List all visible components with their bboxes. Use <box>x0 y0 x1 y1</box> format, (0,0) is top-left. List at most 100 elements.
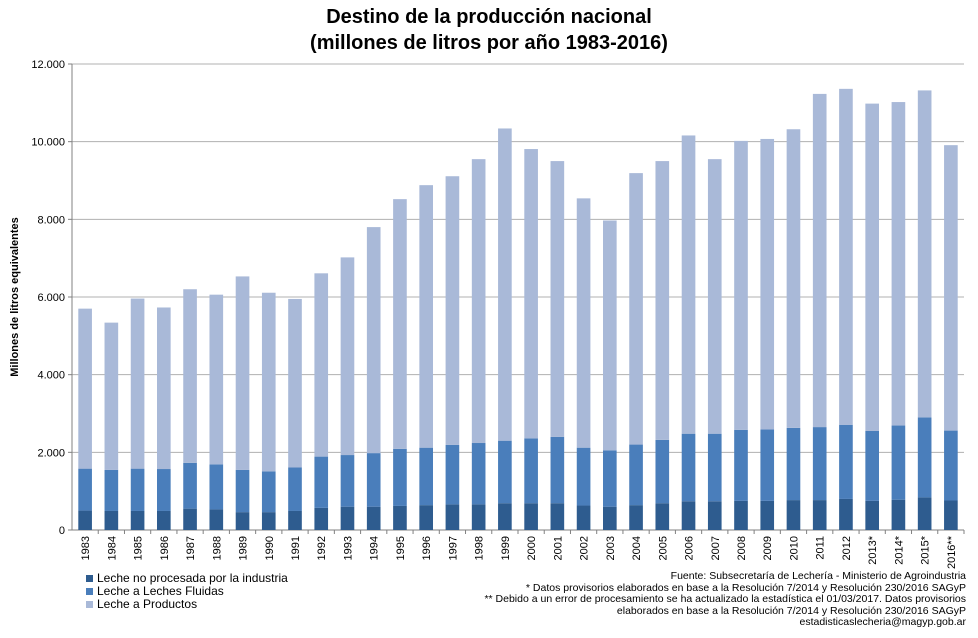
x-tick-label: 2014* <box>893 535 905 564</box>
note-provisional: * Datos provisorios elaborados en base a… <box>525 581 966 594</box>
bar-no-procesada <box>944 500 958 530</box>
bar-productos <box>655 161 670 440</box>
bar-productos <box>157 307 171 470</box>
bar-no-procesada <box>366 506 381 530</box>
source-notes: Fuente: Subsecretaría de Lechería - Mini… <box>446 570 967 629</box>
x-tick-label: 1987 <box>185 536 197 560</box>
x-tick-label: 2001 <box>552 536 564 560</box>
bar-productos <box>760 138 775 430</box>
bar-no-procesada <box>340 506 355 530</box>
bar-productos <box>78 308 92 469</box>
bar-leches-fluidas <box>839 424 853 499</box>
bar-productos <box>366 227 381 454</box>
bar-productos <box>393 199 407 449</box>
bar-productos <box>944 145 958 431</box>
bar-no-procesada <box>419 505 433 530</box>
bar-no-procesada <box>524 503 538 530</box>
x-tick-label: 1999 <box>500 536 512 560</box>
bar-no-procesada <box>812 500 827 530</box>
bar-leches-fluidas <box>445 444 460 505</box>
bar-leches-fluidas <box>183 462 197 509</box>
x-tick-label: 2013* <box>867 535 879 564</box>
bar-no-procesada <box>78 510 92 530</box>
y-axis-label: Millones de litros equivalentes <box>9 217 21 377</box>
x-tick-label: 2011 <box>815 536 827 560</box>
bar-no-procesada <box>891 499 906 530</box>
bar-no-procesada <box>681 501 696 530</box>
y-tick-label: 4.000 <box>37 370 65 382</box>
legend-item-leches-fluidas: Leche a Leches Fluidas <box>86 585 224 598</box>
legend-swatch-no-procesada <box>86 575 93 582</box>
x-tick-label: 2007 <box>710 536 722 560</box>
bar-productos <box>471 159 486 444</box>
bar-productos <box>603 220 617 451</box>
legend-swatch-leches-fluidas <box>86 588 93 595</box>
note-correction: ** Debido a un error de procesamiento se… <box>484 593 966 606</box>
bar-no-procesada <box>104 510 119 530</box>
x-tick-label: 2010 <box>788 536 800 560</box>
bar-no-procesada <box>655 503 670 530</box>
chart-subtitle: (millones de litros por año 1983-2016) <box>310 32 668 54</box>
bar-productos <box>104 322 119 470</box>
bar-productos <box>524 149 538 439</box>
bar-no-procesada <box>261 512 276 530</box>
x-tick-label: 1991 <box>290 536 302 560</box>
legend-label-no-procesada: Leche no procesada por la industria <box>97 571 288 585</box>
x-tick-label: 1993 <box>342 536 354 560</box>
x-tick-label: 2000 <box>526 536 538 560</box>
x-tick-label: 2008 <box>736 536 748 560</box>
bar-productos <box>812 93 827 428</box>
y-tick-label: 10.000 <box>31 137 65 149</box>
bar-no-procesada <box>839 498 853 530</box>
x-tick-label: 1994 <box>369 536 381 560</box>
note-correction-cont: elaborados en base a la Resolución 7/201… <box>616 604 966 617</box>
legend-label-leches-fluidas: Leche a Leches Fluidas <box>97 584 224 598</box>
bar-leches-fluidas <box>235 469 250 513</box>
bar-productos <box>734 140 748 430</box>
x-tick-label: 1996 <box>421 536 433 560</box>
x-tick-label: 1986 <box>159 536 171 560</box>
bar-leches-fluidas <box>760 429 775 501</box>
bar-productos <box>209 294 224 465</box>
bar-no-procesada <box>707 501 722 530</box>
bar-no-procesada <box>629 505 643 530</box>
bar-no-procesada <box>550 503 565 530</box>
bar-no-procesada <box>865 500 879 530</box>
x-tick-label: 1998 <box>474 536 486 560</box>
x-tick-label: 1995 <box>395 536 407 560</box>
bar-no-procesada <box>576 505 591 530</box>
x-tick-label: 2012 <box>841 536 853 560</box>
y-tick-label: 2.000 <box>37 447 65 459</box>
x-tick-label: 1997 <box>447 536 459 560</box>
x-tick-label: 1985 <box>133 536 145 560</box>
bar-no-procesada <box>471 504 486 530</box>
bar-no-procesada <box>498 503 512 530</box>
bar-productos <box>261 292 276 472</box>
bar-productos <box>786 129 801 428</box>
bar-leches-fluidas <box>603 450 617 507</box>
bar-productos <box>576 198 591 448</box>
x-tick-label: 1992 <box>316 536 328 560</box>
note-contact: estadisticaslecheria@magyp.gob.ar <box>799 616 967 629</box>
bar-no-procesada <box>314 507 329 530</box>
x-tick-label: 2003 <box>605 536 617 560</box>
bar-leches-fluidas <box>209 464 224 510</box>
bar-productos <box>314 273 329 457</box>
x-tick-label: 2004 <box>631 536 643 560</box>
x-tick-label: 1990 <box>264 536 276 560</box>
legend-item-productos: Leche a Productos <box>86 598 197 611</box>
x-tick-label: 1984 <box>106 536 118 560</box>
bar-productos <box>235 276 250 470</box>
bar-leches-fluidas <box>707 433 722 502</box>
x-tick-label: 1983 <box>80 536 92 560</box>
bar-leches-fluidas <box>629 444 643 506</box>
chart-title: Destino de la producción nacional <box>326 6 652 28</box>
bar-leches-fluidas <box>865 430 879 501</box>
bar-leches-fluidas <box>130 468 145 511</box>
bar-productos <box>550 161 565 437</box>
note-source: Fuente: Subsecretaría de Lechería - Mini… <box>670 570 966 582</box>
bar-no-procesada <box>393 505 407 530</box>
bar-productos <box>419 185 433 448</box>
bar-no-procesada <box>445 504 460 530</box>
